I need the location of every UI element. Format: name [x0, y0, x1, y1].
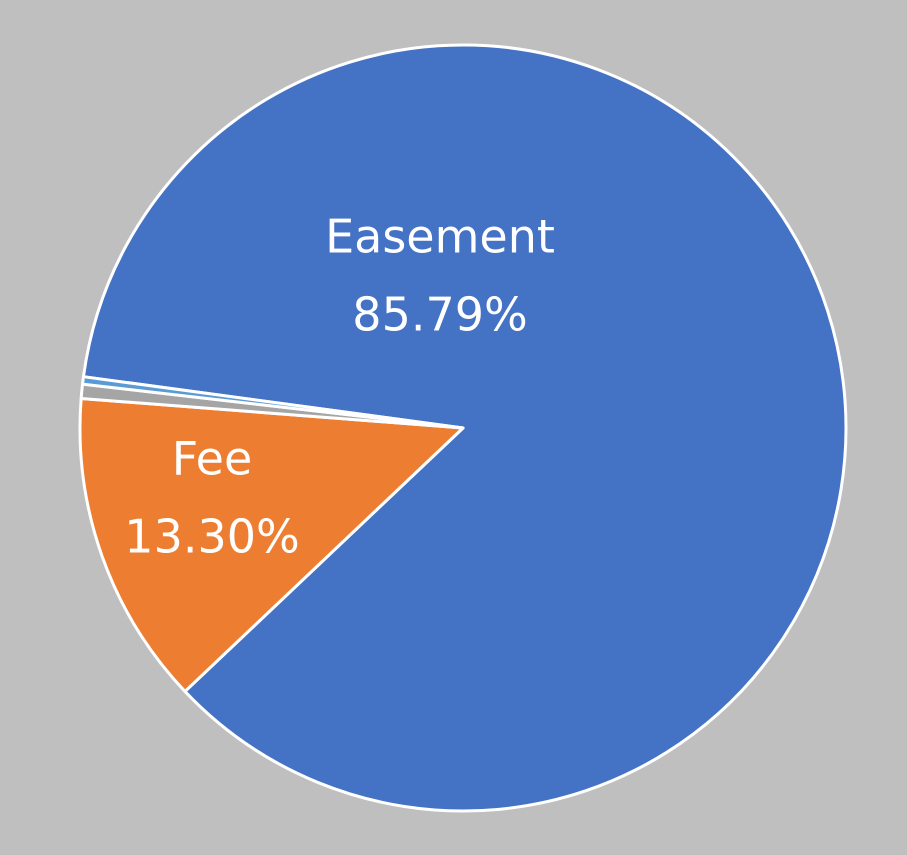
slice-value-label: 85.79% [352, 288, 527, 342]
pie-slice [81, 43, 848, 813]
pie-slice [78, 396, 465, 693]
slice-category-label: Easement [325, 210, 555, 264]
slice-category-label: Fee [172, 432, 253, 486]
pie-slice [81, 375, 465, 430]
slice-value-label: 13.30% [124, 510, 299, 564]
